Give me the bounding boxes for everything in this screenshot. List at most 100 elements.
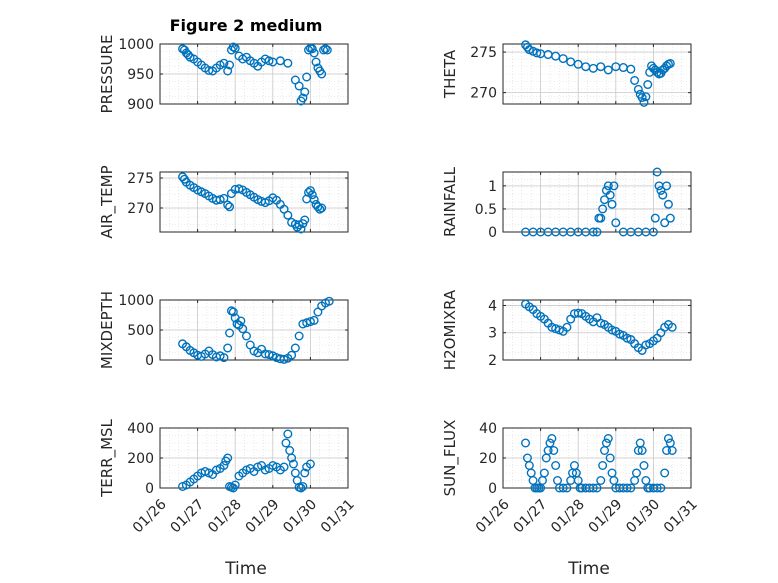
data-point — [225, 328, 235, 338]
data-point — [309, 195, 319, 205]
data-point — [639, 97, 649, 107]
x-tick-label: 01/27 — [511, 496, 551, 536]
data-point — [219, 193, 229, 203]
data-point — [296, 224, 306, 234]
axes-box — [502, 43, 692, 105]
axes-box — [159, 171, 349, 233]
data-point — [603, 181, 613, 191]
y-tick-label: 3 — [488, 326, 497, 342]
data-point — [296, 483, 306, 493]
data-point — [238, 324, 248, 334]
data-point — [219, 58, 229, 68]
data-point — [283, 58, 293, 68]
data-point — [596, 476, 606, 486]
data-point — [294, 220, 304, 230]
data-point — [660, 218, 670, 228]
data-point — [641, 476, 651, 486]
data-point — [290, 343, 300, 353]
data-point — [307, 44, 317, 54]
data-point — [225, 60, 235, 70]
y-tick-label: 275 — [470, 45, 497, 61]
data-point — [300, 215, 310, 225]
data-point — [566, 314, 576, 324]
y-tick-label: 275 — [127, 171, 154, 187]
chart-panel-theta: 270 275 THETA — [441, 40, 692, 107]
data-point — [663, 199, 673, 209]
x-tick-label: 01/28 — [548, 496, 588, 536]
data-point — [264, 56, 274, 66]
data-point — [549, 446, 559, 456]
y-tick-label: 0 — [145, 481, 154, 497]
y-axis-label: THETA — [441, 49, 459, 99]
data-point — [539, 468, 549, 478]
data-point — [611, 218, 621, 228]
y-tick-label: 0 — [145, 353, 154, 369]
data-point — [656, 483, 666, 493]
data-point — [309, 315, 319, 325]
y-axis-label: MIXDEPTH — [98, 291, 116, 369]
data-point — [183, 50, 193, 60]
data-point — [652, 167, 662, 177]
data-point — [298, 482, 308, 492]
data-point — [665, 438, 675, 448]
y-tick-label: 1 — [488, 179, 497, 195]
data-point — [641, 92, 651, 102]
y-tick-label: 40 — [479, 421, 497, 437]
data-point — [275, 56, 285, 66]
x-tick-label: 01/27 — [168, 496, 208, 536]
data-point — [230, 43, 240, 53]
data-point — [652, 67, 662, 77]
y-axis-label: SUN_FLUX — [441, 420, 460, 497]
data-point — [178, 172, 188, 182]
y-tick-label: 270 — [127, 201, 154, 217]
data-point — [283, 429, 293, 439]
data-point — [596, 213, 606, 223]
data-point — [601, 438, 611, 448]
x-axis-label-right: Time — [567, 559, 610, 579]
data-point — [317, 69, 327, 79]
data-point — [305, 459, 315, 469]
data-point — [287, 350, 297, 360]
data-point — [302, 72, 312, 82]
data-point — [228, 307, 238, 317]
data-point — [288, 459, 298, 469]
data-point — [264, 350, 274, 360]
data-point — [558, 54, 568, 64]
data-point — [581, 62, 591, 72]
x-tick-label: 01/31 — [661, 496, 701, 536]
y-axis-label: RAINFALL — [441, 166, 459, 237]
x-tick-label: 01/28 — [205, 496, 245, 536]
data-point — [607, 199, 617, 209]
data-point — [300, 87, 310, 97]
data-point — [605, 190, 615, 200]
data-point — [551, 51, 561, 61]
data-point — [287, 453, 297, 463]
data-point — [566, 476, 576, 486]
data-point — [656, 185, 666, 195]
data-point — [662, 446, 672, 456]
data-point — [630, 476, 640, 486]
data-point — [551, 461, 561, 471]
y-tick-label: 950 — [127, 67, 154, 83]
data-point — [633, 84, 643, 94]
y-tick-label: 4 — [488, 298, 497, 314]
x-tick-label: 01/31 — [318, 496, 358, 536]
data-point — [547, 434, 557, 444]
data-point — [592, 483, 602, 493]
data-point — [603, 434, 613, 444]
data-point — [598, 204, 608, 214]
data-point — [665, 213, 675, 223]
data-point — [562, 322, 572, 332]
data-point — [305, 186, 315, 196]
data-point — [223, 200, 233, 210]
data-point — [635, 438, 645, 448]
data-point — [532, 48, 542, 58]
y-tick-label: 0 — [488, 481, 497, 497]
data-point — [315, 204, 325, 214]
data-point — [637, 446, 647, 456]
data-point — [665, 58, 675, 68]
data-point — [588, 483, 598, 493]
data-point — [660, 468, 670, 478]
